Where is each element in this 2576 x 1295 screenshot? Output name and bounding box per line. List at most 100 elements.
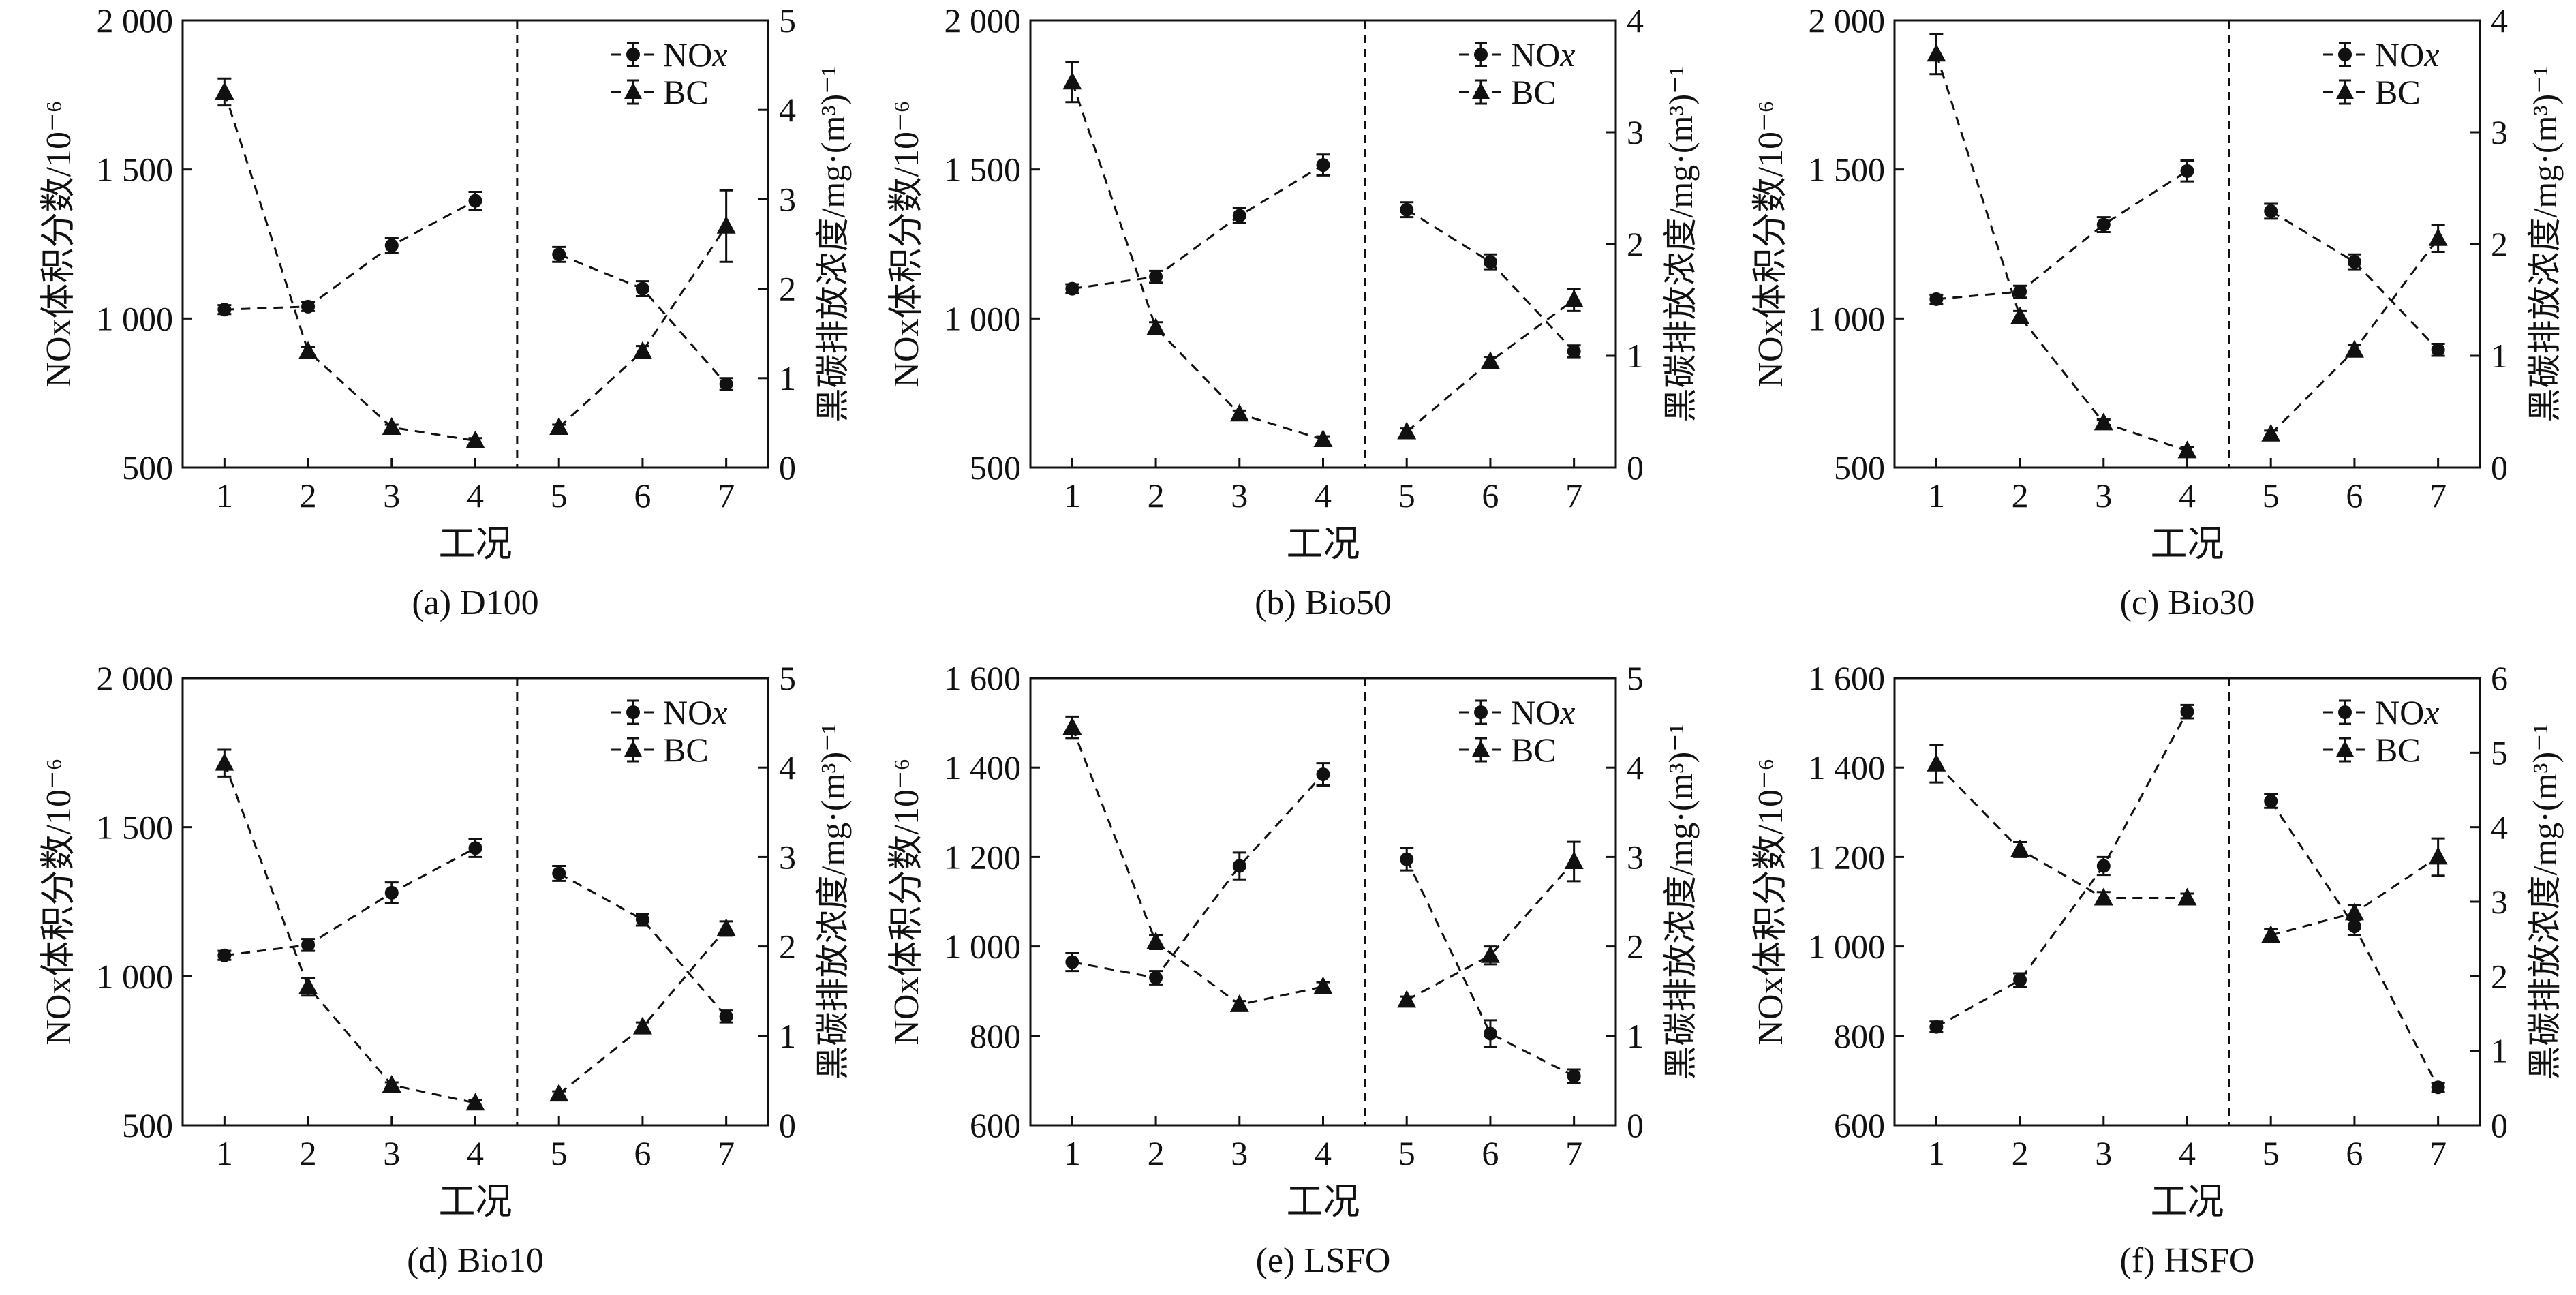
right-tick-label: 2 [1627,225,1644,263]
left-tick-label: 1 200 [945,838,1022,876]
left-tick-label: 500 [122,1106,173,1144]
bc-point [215,81,234,100]
nox-point [1400,852,1414,866]
right-tick-label: 0 [1627,448,1644,487]
series-line-nox [1072,774,1324,979]
legend-label: NOx [663,35,727,74]
left-tick-label: 2 000 [945,1,1022,40]
legend-label-text: BC [663,73,709,111]
x-tick-label: 4 [467,476,484,515]
left-y-axis-label: NOx体积分数/10⁻⁶ [40,758,78,1045]
x-tick-label: 5 [551,1134,568,1172]
panel-caption: (b) Bio50 [1255,583,1392,622]
bc-point [549,1084,569,1102]
left-tick-label: 2 000 [97,659,174,697]
left-tick-label: 1 000 [97,957,174,995]
x-tick-label: 6 [1482,476,1499,515]
x-tick-label: 2 [300,1134,317,1172]
nox-point [2431,1080,2445,1095]
right-tick-label: 3 [1627,838,1644,876]
panel-5: 600 800 1 000 1 200 1 400 1 600 0 1 2 3 4 5 1 2 3 4 5 6 7 工… [887,659,1700,1280]
x-tick-label: 2 [1148,1134,1165,1172]
legend-label: NOx [663,693,727,731]
bc-point [2010,306,2030,324]
bc-point [1927,753,1946,772]
x-tick-label: 5 [2263,476,2280,515]
right-tick-label: 1 [1627,1017,1644,1055]
right-tick-label: 0 [2491,448,2508,487]
x-axis-label: 工况 [2151,523,2224,564]
right-tick-label: 3 [779,180,796,218]
legend-triangle-marker [624,82,642,99]
right-tick-label: 0 [2491,1106,2508,1144]
left-y-axis-label: NOx体积分数/10⁻⁶ [1751,758,1790,1045]
legend-label: BC [1511,73,1557,111]
right-tick-label: 5 [2491,733,2508,772]
x-tick-label: 1 [1928,1134,1945,1172]
legend-label-text: BC [1511,731,1557,769]
nox-point [635,913,649,927]
legend-triangle-marker [2336,740,2354,757]
left-y-axis-label: NOx体积分数/10⁻⁶ [887,100,926,387]
x-tick-label: 5 [1398,1134,1415,1172]
nox-point [1149,270,1163,284]
x-tick-label: 5 [2263,1134,2280,1172]
series-line-nox [1935,711,2188,1028]
left-y-axis-label: NOx体积分数/10⁻⁶ [40,100,78,387]
nox-point [1065,955,1079,969]
legend-label-text: NO [2375,35,2424,74]
x-tick-label: 7 [718,1134,735,1172]
nox-point [1929,292,1944,306]
x-axis-label: 工况 [1287,1181,1360,1222]
nox-point [2347,255,2361,269]
nox-point [2096,859,2111,873]
right-y-axis-label: 黑碳排放浓度/mg·(m³)⁻¹ [814,724,852,1080]
nox-point [719,377,733,391]
x-tick-label: 3 [2095,1134,2112,1172]
bc-point [2261,423,2281,442]
series-line-nox [1936,170,2188,301]
panel-2: 500 1 000 1 500 2 000 0 1 2 3 4 1 2 3 4 5 6 7 工况 (b) Bio5… [887,1,1700,622]
right-tick-label: 1 [2491,337,2508,375]
bc-point [716,215,736,234]
right-tick-label: 4 [2491,1,2508,40]
series-line-nox [224,200,476,311]
bc-point [716,918,736,936]
nox-point [1483,255,1497,269]
series-line-nox [2270,210,2439,351]
bc-point [215,752,234,771]
nox-point [1232,859,1246,873]
right-tick-label: 2 [2491,957,2508,995]
bc-point [1397,990,1417,1008]
nox-point [635,281,649,296]
bc-point [1229,403,1249,422]
x-tick-label: 7 [2429,476,2447,515]
legend-label: NOx [1511,693,1575,731]
nox-point [301,299,316,314]
nox-point [1400,202,1414,217]
nox-point [2013,284,2027,299]
x-tick-label: 3 [2095,476,2112,515]
legend-label-text: NO [663,693,712,731]
series-line-bc [223,91,476,442]
bc-point [2344,902,2364,921]
x-tick-label: 1 [1064,476,1081,515]
series-line-nox [558,253,727,385]
bc-point [2094,412,2113,431]
nox-point [384,885,399,900]
nox-point [217,303,232,317]
x-tick-label: 4 [1315,1134,1332,1172]
bc-point [1313,976,1333,994]
bc-point [549,416,569,435]
series-line-nox [1072,164,1324,290]
x-tick-label: 6 [634,476,651,515]
bc-point [1229,994,1249,1012]
x-tick-label: 6 [2346,1134,2363,1172]
nox-point [1929,1020,1944,1034]
left-tick-label: 1 600 [1809,659,1886,697]
right-y-axis-label: 黑碳排放浓度/mg·(m³)⁻¹ [2526,66,2564,423]
legend-label-text: NO [1511,35,1560,74]
nox-point [552,247,566,262]
legend-label-text: BC [663,731,709,769]
x-tick-label: 1 [1064,1134,1081,1172]
